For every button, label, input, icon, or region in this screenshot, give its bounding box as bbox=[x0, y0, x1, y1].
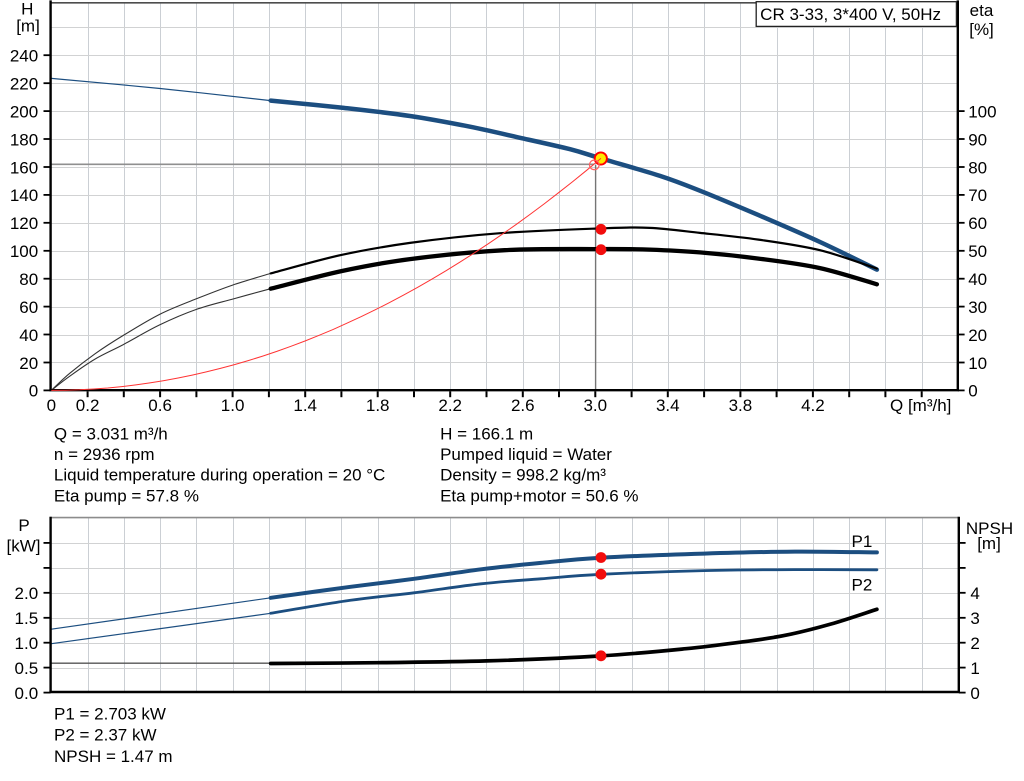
svg-text:0: 0 bbox=[29, 382, 38, 401]
svg-text:3: 3 bbox=[970, 609, 979, 628]
svg-text:80: 80 bbox=[968, 158, 987, 177]
svg-text:20: 20 bbox=[19, 354, 38, 373]
svg-text:2.2: 2.2 bbox=[438, 396, 462, 415]
svg-text:220: 220 bbox=[10, 75, 38, 94]
svg-text:120: 120 bbox=[10, 214, 38, 233]
svg-text:3.8: 3.8 bbox=[729, 396, 753, 415]
svg-text:140: 140 bbox=[10, 186, 38, 205]
svg-text:P: P bbox=[18, 516, 29, 535]
svg-text:NPSH = 1.47 m: NPSH = 1.47 m bbox=[54, 747, 173, 766]
svg-text:Q = 3.031 m³/h: Q = 3.031 m³/h bbox=[54, 425, 168, 444]
svg-text:P1 = 2.703 kW: P1 = 2.703 kW bbox=[54, 704, 166, 723]
svg-text:0.2: 0.2 bbox=[76, 396, 100, 415]
svg-text:60: 60 bbox=[19, 298, 38, 317]
svg-text:0.5: 0.5 bbox=[15, 659, 39, 678]
svg-text:H: H bbox=[21, 0, 33, 19]
svg-text:[m]: [m] bbox=[977, 534, 1001, 553]
svg-text:30: 30 bbox=[968, 298, 987, 317]
svg-text:200: 200 bbox=[10, 102, 38, 121]
svg-text:0.0: 0.0 bbox=[15, 684, 39, 703]
svg-text:160: 160 bbox=[10, 158, 38, 177]
svg-text:20: 20 bbox=[968, 326, 987, 345]
svg-text:70: 70 bbox=[968, 186, 987, 205]
svg-text:Pumped liquid = Water: Pumped liquid = Water bbox=[440, 445, 612, 464]
svg-text:P2: P2 bbox=[852, 576, 873, 595]
svg-text:2.0: 2.0 bbox=[15, 584, 39, 603]
svg-text:10: 10 bbox=[968, 354, 987, 373]
svg-text:4.2: 4.2 bbox=[801, 396, 825, 415]
svg-text:Eta pump = 57.8 %: Eta pump = 57.8 % bbox=[54, 486, 199, 505]
svg-text:2: 2 bbox=[970, 634, 979, 653]
svg-text:0.6: 0.6 bbox=[148, 396, 172, 415]
svg-text:4: 4 bbox=[970, 584, 979, 603]
svg-text:NPSH: NPSH bbox=[966, 519, 1013, 538]
svg-text:CR 3-33, 3*400 V, 50Hz: CR 3-33, 3*400 V, 50Hz bbox=[760, 5, 941, 24]
svg-text:0: 0 bbox=[970, 684, 979, 703]
svg-text:eta: eta bbox=[970, 1, 994, 20]
svg-text:[m]: [m] bbox=[16, 17, 40, 36]
svg-text:180: 180 bbox=[10, 130, 38, 149]
svg-text:1.4: 1.4 bbox=[293, 396, 317, 415]
svg-text:40: 40 bbox=[19, 326, 38, 345]
svg-text:2.6: 2.6 bbox=[511, 396, 535, 415]
svg-text:0: 0 bbox=[47, 396, 56, 415]
svg-text:60: 60 bbox=[968, 214, 987, 233]
svg-text:1.0: 1.0 bbox=[15, 634, 39, 653]
svg-text:50: 50 bbox=[968, 242, 987, 261]
svg-text:40: 40 bbox=[968, 270, 987, 289]
svg-text:Eta pump+motor = 50.6 %: Eta pump+motor = 50.6 % bbox=[440, 486, 638, 505]
svg-text:240: 240 bbox=[10, 47, 38, 66]
svg-text:Density = 998.2 kg/m³: Density = 998.2 kg/m³ bbox=[440, 466, 606, 485]
svg-text:Q [m³/h]: Q [m³/h] bbox=[890, 396, 951, 415]
svg-text:1: 1 bbox=[970, 659, 979, 678]
svg-text:100: 100 bbox=[10, 242, 38, 261]
svg-text:1.8: 1.8 bbox=[366, 396, 390, 415]
svg-text:80: 80 bbox=[19, 270, 38, 289]
svg-text:Liquid temperature during oper: Liquid temperature during operation = 20… bbox=[54, 466, 385, 485]
svg-text:[%]: [%] bbox=[969, 20, 994, 39]
svg-text:n = 2936 rpm: n = 2936 rpm bbox=[54, 445, 155, 464]
svg-text:3.4: 3.4 bbox=[656, 396, 680, 415]
svg-text:[kW]: [kW] bbox=[7, 536, 41, 555]
svg-text:P2 = 2.37 kW: P2 = 2.37 kW bbox=[54, 726, 157, 745]
svg-text:0: 0 bbox=[968, 382, 977, 401]
svg-text:90: 90 bbox=[968, 130, 987, 149]
svg-text:100: 100 bbox=[968, 102, 996, 121]
svg-text:H = 166.1 m: H = 166.1 m bbox=[440, 425, 533, 444]
svg-text:1.0: 1.0 bbox=[221, 396, 245, 415]
svg-text:3.0: 3.0 bbox=[583, 396, 607, 415]
svg-text:P1: P1 bbox=[852, 532, 873, 551]
svg-text:1.5: 1.5 bbox=[15, 609, 39, 628]
